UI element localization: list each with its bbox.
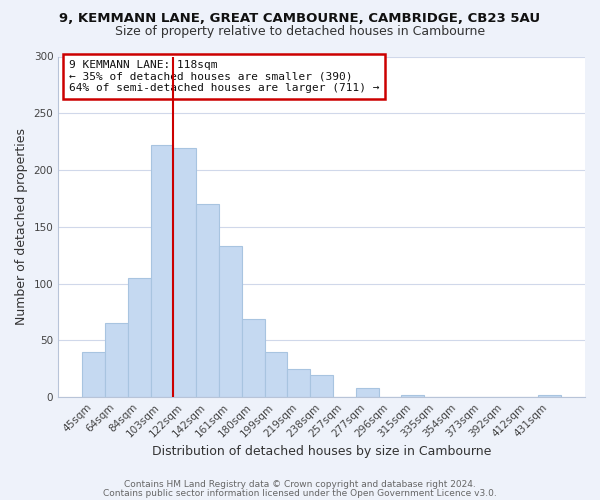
Bar	[538, 395, 561, 397]
Bar	[173, 148, 196, 397]
Y-axis label: Number of detached properties: Number of detached properties	[15, 128, 28, 326]
Text: Contains HM Land Registry data © Crown copyright and database right 2024.: Contains HM Land Registry data © Crown c…	[124, 480, 476, 489]
Bar	[356, 388, 379, 397]
Text: 9 KEMMANN LANE: 118sqm
← 35% of detached houses are smaller (390)
64% of semi-de: 9 KEMMANN LANE: 118sqm ← 35% of detached…	[69, 60, 379, 93]
Bar	[219, 246, 242, 397]
Text: 9, KEMMANN LANE, GREAT CAMBOURNE, CAMBRIDGE, CB23 5AU: 9, KEMMANN LANE, GREAT CAMBOURNE, CAMBRI…	[59, 12, 541, 26]
Bar	[128, 278, 151, 397]
Bar	[310, 374, 333, 397]
Bar	[196, 204, 219, 397]
X-axis label: Distribution of detached houses by size in Cambourne: Distribution of detached houses by size …	[152, 444, 491, 458]
Bar	[242, 319, 265, 397]
Bar	[265, 352, 287, 397]
Bar	[151, 145, 173, 397]
Bar	[401, 395, 424, 397]
Text: Size of property relative to detached houses in Cambourne: Size of property relative to detached ho…	[115, 25, 485, 38]
Text: Contains public sector information licensed under the Open Government Licence v3: Contains public sector information licen…	[103, 488, 497, 498]
Bar	[105, 324, 128, 397]
Bar	[287, 369, 310, 397]
Bar	[82, 352, 105, 397]
